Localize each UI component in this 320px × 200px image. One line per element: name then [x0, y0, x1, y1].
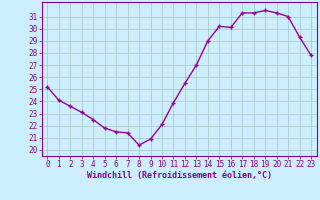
X-axis label: Windchill (Refroidissement éolien,°C): Windchill (Refroidissement éolien,°C): [87, 171, 272, 180]
